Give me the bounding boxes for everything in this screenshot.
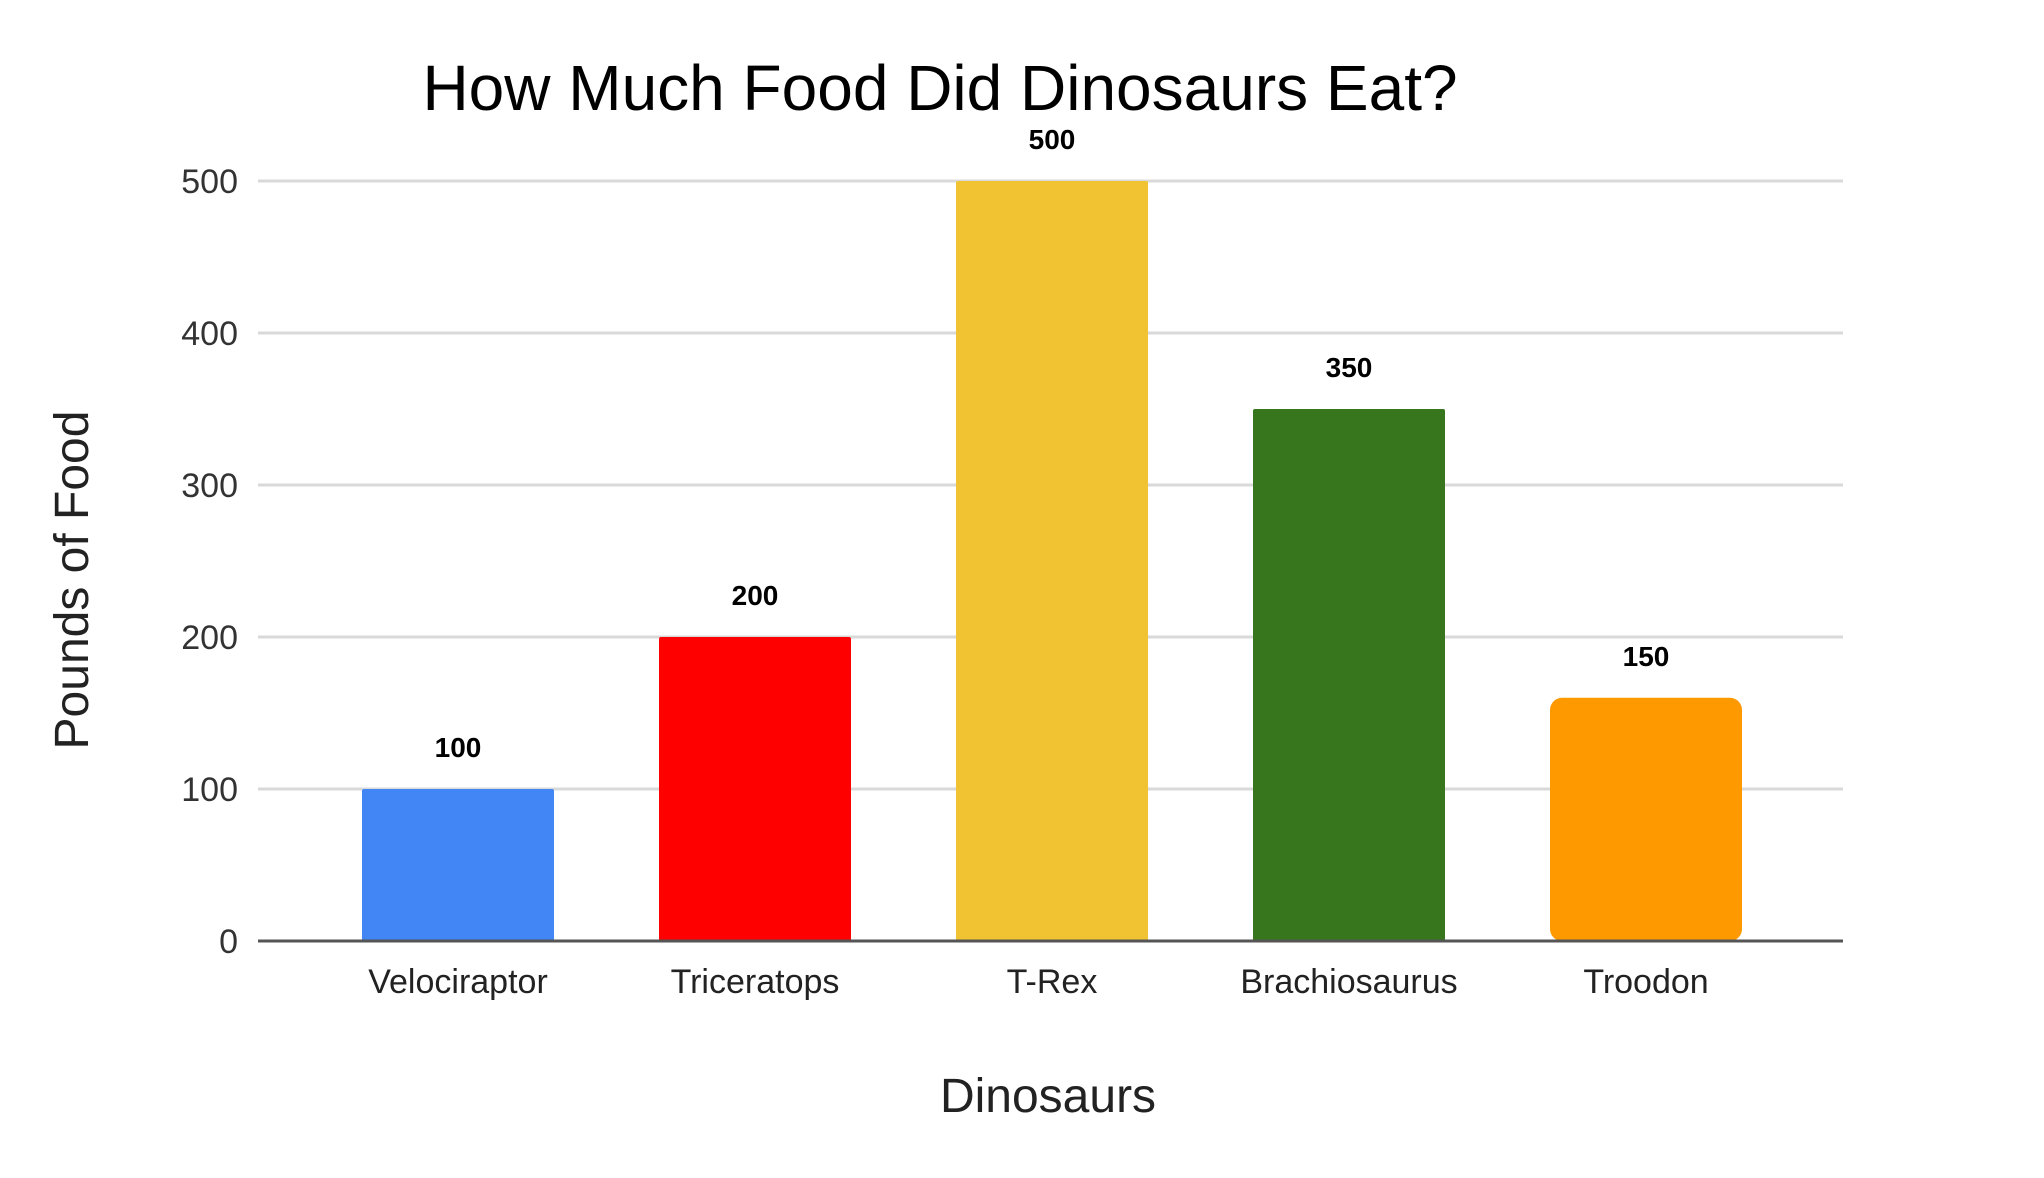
data-labels: 100 200 500 350 150 [435,124,1670,763]
x-axis-categories: Velociraptor Triceratops T-Rex Brachiosauru… [368,963,1708,1001]
y-tick-label: 500 [181,163,238,201]
bar-triceratops [659,637,851,941]
x-tick-label: T-Rex [1007,963,1098,1001]
bar-troodon [1550,697,1742,941]
data-label: 150 [1623,641,1670,672]
data-label: 200 [732,580,779,611]
data-label: 100 [435,732,482,763]
x-axis-title: Dinosaurs [940,1070,1156,1123]
data-label: 500 [1029,124,1076,155]
chart-title: How Much Food Did Dinosaurs Eat? [422,52,1457,124]
y-tick-label: 100 [181,771,238,809]
y-axis-ticks: 0 100 200 300 400 500 [181,163,238,961]
y-tick-label: 400 [181,315,238,353]
y-tick-label: 300 [181,467,238,505]
x-tick-label: Triceratops [671,963,840,1001]
x-tick-label: Brachiosaurus [1240,963,1457,1001]
y-tick-label: 0 [219,923,238,961]
bar-t-rex [956,181,1148,941]
y-tick-label: 200 [181,619,238,657]
bar-brachiosaurus [1253,409,1445,941]
data-label: 350 [1326,352,1373,383]
bar-velociraptor [362,789,554,941]
y-axis-title: Pounds of Food [46,411,99,750]
bars [362,181,1742,941]
x-tick-label: Velociraptor [368,963,548,1001]
x-tick-label: Troodon [1583,963,1708,1001]
